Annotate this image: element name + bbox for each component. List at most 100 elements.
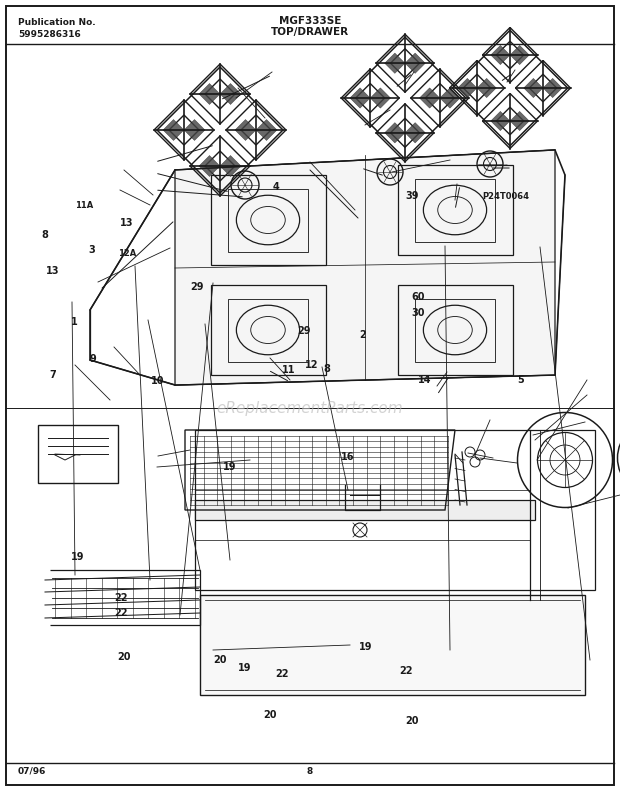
Polygon shape: [405, 133, 425, 143]
Text: 13: 13: [46, 266, 60, 275]
Polygon shape: [220, 166, 241, 176]
Polygon shape: [440, 88, 460, 98]
Text: 20: 20: [213, 656, 227, 665]
Polygon shape: [256, 119, 277, 130]
Polygon shape: [199, 156, 220, 166]
Text: 22: 22: [275, 669, 289, 679]
Polygon shape: [420, 98, 440, 108]
Text: eReplacementParts.com: eReplacementParts.com: [216, 400, 404, 415]
Polygon shape: [543, 88, 562, 97]
Text: 30: 30: [412, 308, 425, 318]
Polygon shape: [370, 88, 391, 98]
Polygon shape: [199, 166, 220, 176]
Text: 20: 20: [263, 710, 277, 720]
Text: 8: 8: [307, 767, 313, 776]
Polygon shape: [491, 45, 510, 55]
Polygon shape: [458, 88, 477, 97]
Text: 7: 7: [50, 370, 56, 380]
Text: 20: 20: [117, 652, 131, 661]
Text: 8: 8: [323, 365, 330, 374]
Bar: [397, 165, 513, 255]
Polygon shape: [510, 112, 529, 121]
Bar: [211, 175, 326, 265]
Polygon shape: [510, 45, 529, 55]
Polygon shape: [199, 84, 220, 94]
Text: 19: 19: [359, 642, 373, 652]
Polygon shape: [510, 121, 529, 131]
Text: 9: 9: [90, 354, 96, 364]
Polygon shape: [175, 150, 555, 385]
Polygon shape: [384, 53, 405, 63]
Text: 8: 8: [41, 230, 48, 240]
Text: 2: 2: [360, 331, 366, 340]
Text: 19: 19: [223, 463, 236, 472]
Polygon shape: [350, 88, 370, 98]
Text: P24T0064: P24T0064: [482, 191, 529, 201]
Text: 39: 39: [405, 191, 419, 201]
Text: 4: 4: [273, 182, 279, 191]
Polygon shape: [524, 78, 543, 88]
Text: 11A: 11A: [74, 201, 93, 210]
Text: 20: 20: [405, 717, 419, 726]
Polygon shape: [420, 88, 440, 98]
Text: 5995286316: 5995286316: [18, 30, 81, 39]
Polygon shape: [163, 119, 184, 130]
Text: 22: 22: [399, 666, 413, 676]
Polygon shape: [440, 98, 460, 108]
Text: Publication No.: Publication No.: [18, 18, 95, 27]
Bar: [228, 298, 308, 361]
Text: 5: 5: [518, 376, 524, 385]
Text: MGF333SE: MGF333SE: [279, 16, 341, 26]
Bar: [211, 285, 326, 375]
Polygon shape: [350, 98, 370, 108]
Polygon shape: [184, 130, 205, 141]
Bar: [38, 425, 118, 483]
Polygon shape: [384, 133, 405, 143]
Text: 11: 11: [281, 365, 295, 375]
Polygon shape: [256, 130, 277, 141]
Polygon shape: [235, 119, 256, 130]
Text: 3: 3: [89, 245, 95, 255]
Text: 10: 10: [151, 377, 165, 386]
Text: 13: 13: [120, 218, 134, 228]
Text: 07/96: 07/96: [18, 767, 46, 776]
Bar: [397, 285, 513, 375]
Polygon shape: [477, 78, 496, 88]
Polygon shape: [384, 123, 405, 133]
Polygon shape: [199, 94, 220, 104]
Text: 22: 22: [114, 593, 128, 603]
Polygon shape: [405, 123, 425, 133]
Text: 60: 60: [412, 293, 425, 302]
Text: 29: 29: [297, 326, 311, 335]
Text: TOP/DRAWER: TOP/DRAWER: [271, 27, 349, 37]
Text: 29: 29: [190, 282, 204, 292]
Polygon shape: [491, 55, 510, 65]
Polygon shape: [200, 595, 585, 695]
Polygon shape: [384, 63, 405, 74]
Text: 14: 14: [418, 376, 432, 385]
Polygon shape: [220, 84, 241, 94]
Polygon shape: [405, 63, 425, 74]
Polygon shape: [510, 55, 529, 65]
Polygon shape: [543, 78, 562, 88]
Text: 16: 16: [340, 452, 354, 462]
Polygon shape: [195, 500, 535, 520]
Text: 12A: 12A: [118, 248, 136, 258]
Polygon shape: [220, 94, 241, 104]
Polygon shape: [235, 130, 256, 141]
Polygon shape: [370, 98, 391, 108]
Text: 19: 19: [71, 552, 84, 562]
Polygon shape: [458, 78, 477, 88]
Polygon shape: [524, 88, 543, 97]
Polygon shape: [491, 112, 510, 121]
Bar: [415, 179, 495, 241]
Text: 19: 19: [238, 664, 252, 673]
Polygon shape: [405, 53, 425, 63]
Polygon shape: [220, 156, 241, 166]
Text: 12: 12: [304, 361, 318, 370]
Polygon shape: [477, 88, 496, 97]
Text: 1: 1: [71, 317, 78, 327]
Polygon shape: [491, 121, 510, 131]
Polygon shape: [163, 130, 184, 141]
Text: 22: 22: [114, 608, 128, 618]
